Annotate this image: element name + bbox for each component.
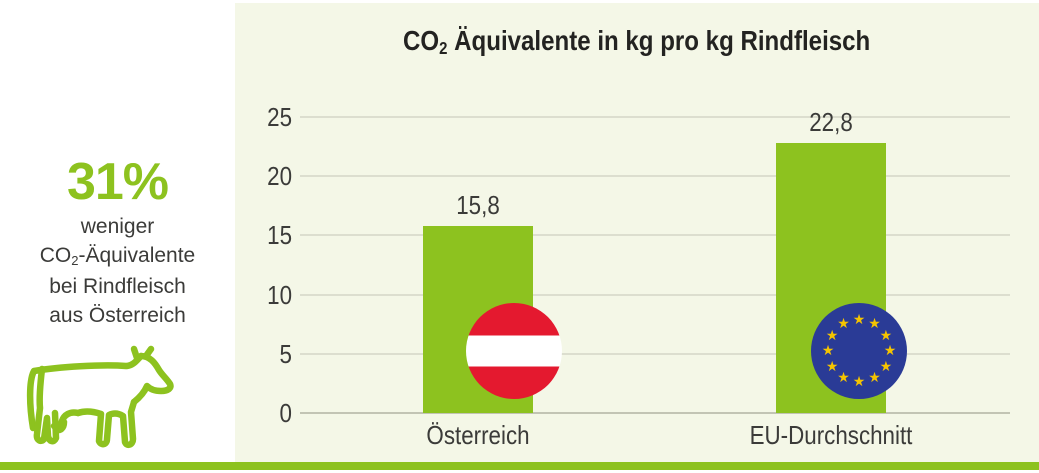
eu-star: ★ bbox=[825, 327, 839, 344]
category-label-Österreich: Österreich bbox=[426, 420, 530, 450]
eu-star: ★ bbox=[868, 369, 881, 386]
sidebar-stat: 31% weniger CO2-Äquivalente bei Rindflei… bbox=[0, 0, 235, 462]
y-tick-10: 10 bbox=[267, 279, 292, 310]
eu-star: ★ bbox=[852, 312, 866, 328]
eu-star: ★ bbox=[868, 316, 881, 333]
eu-star: ★ bbox=[837, 369, 850, 386]
value-label-Österreich: 15,8 bbox=[456, 190, 500, 220]
stat-line-3: bei Rindfleisch bbox=[49, 275, 186, 298]
bottom-accent-bar bbox=[0, 462, 1039, 470]
category-label-EU-Durchschnitt: EU-Durchschnitt bbox=[749, 420, 913, 450]
gridline-0 bbox=[300, 412, 1010, 414]
gridline-15 bbox=[300, 234, 1010, 237]
eu-star: ★ bbox=[821, 343, 835, 359]
gridline-20 bbox=[300, 175, 1010, 178]
plot-area: 25 20 15 10 5 0 15,8 Österreich 22,8 ★ ★ ★ ★ ★ ★ ★ ★ ★ ★ ★ ★… bbox=[235, 3, 1039, 462]
gridline-5 bbox=[300, 352, 1010, 355]
value-label-EU-Durchschnitt: 22,8 bbox=[809, 107, 853, 137]
austria-flag-icon bbox=[466, 303, 562, 399]
eu-flag-icon: ★ ★ ★ ★ ★ ★ ★ ★ ★ ★ ★ ★ bbox=[811, 303, 907, 399]
chart-title: CO2 Äquivalente in kg pro kg Rindfleisch bbox=[403, 25, 871, 59]
stat-value: 31% bbox=[66, 153, 169, 211]
eu-star: ★ bbox=[879, 358, 893, 375]
y-tick-20: 20 bbox=[267, 161, 292, 192]
chart-panel: CO2 Äquivalente in kg pro kg Rindfleisch… bbox=[235, 3, 1039, 462]
eu-star: ★ bbox=[852, 374, 866, 390]
y-tick-5: 5 bbox=[279, 338, 292, 369]
y-tick-15: 15 bbox=[267, 220, 292, 251]
stat-description: weniger CO2-Äquivalente bei Rindfleisch … bbox=[0, 212, 235, 330]
stat-line-1: weniger bbox=[80, 215, 155, 238]
gridline-25 bbox=[300, 116, 1010, 118]
stat-line-2: CO2-Äquivalente bbox=[39, 244, 196, 269]
y-tick-25: 25 bbox=[267, 102, 292, 132]
eu-star: ★ bbox=[879, 327, 893, 344]
gridline-10 bbox=[300, 293, 1010, 296]
eu-star: ★ bbox=[883, 343, 897, 359]
eu-star: ★ bbox=[837, 316, 850, 333]
eu-star: ★ bbox=[825, 358, 839, 375]
cow-icon bbox=[6, 342, 206, 464]
stat-line-4: aus Österreich bbox=[49, 304, 186, 327]
y-tick-0: 0 bbox=[279, 398, 292, 428]
